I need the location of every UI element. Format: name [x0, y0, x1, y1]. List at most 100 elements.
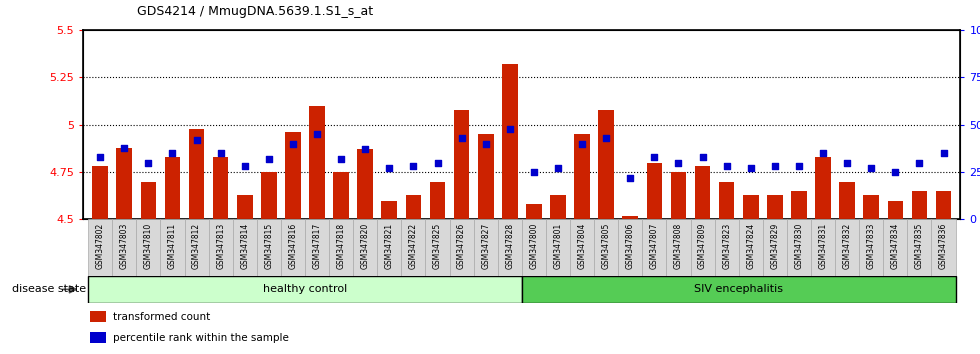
Text: GSM347832: GSM347832: [843, 222, 852, 269]
Point: [526, 169, 542, 175]
Point: [261, 156, 276, 162]
Bar: [622, 216, 638, 219]
Text: GSM347822: GSM347822: [409, 222, 417, 269]
Text: transformed count: transformed count: [113, 312, 211, 322]
Bar: [666, 219, 691, 278]
Bar: [285, 132, 301, 219]
Bar: [815, 157, 831, 219]
Text: GSM347804: GSM347804: [577, 222, 587, 269]
Bar: [550, 195, 565, 219]
Bar: [642, 219, 666, 278]
Bar: [691, 219, 714, 278]
Text: healthy control: healthy control: [263, 284, 347, 295]
Bar: [113, 219, 136, 278]
Point: [695, 154, 710, 160]
Point: [92, 154, 108, 160]
Point: [406, 164, 421, 169]
Bar: [88, 276, 521, 303]
Bar: [90, 332, 106, 343]
Point: [213, 150, 228, 156]
Bar: [140, 182, 156, 219]
Bar: [232, 219, 257, 278]
Bar: [521, 219, 546, 278]
Point: [285, 141, 301, 147]
Bar: [670, 172, 686, 219]
Point: [165, 150, 180, 156]
Bar: [647, 163, 662, 219]
Text: GSM347803: GSM347803: [120, 222, 128, 269]
Point: [622, 175, 638, 181]
Bar: [281, 219, 305, 278]
Point: [647, 154, 662, 160]
Point: [358, 147, 373, 152]
Text: GSM347823: GSM347823: [722, 222, 731, 269]
Point: [189, 137, 205, 143]
Text: GSM347812: GSM347812: [192, 222, 201, 269]
Point: [599, 135, 614, 141]
Bar: [570, 219, 594, 278]
Point: [936, 150, 952, 156]
Bar: [498, 219, 521, 278]
Text: disease state: disease state: [12, 284, 86, 294]
Text: GSM347810: GSM347810: [144, 222, 153, 269]
Text: GSM347825: GSM347825: [433, 222, 442, 269]
Bar: [329, 219, 353, 278]
Point: [237, 164, 253, 169]
Bar: [237, 195, 253, 219]
Text: GSM347826: GSM347826: [457, 222, 466, 269]
Text: GSM347821: GSM347821: [385, 222, 394, 269]
Point: [863, 166, 879, 171]
Text: GDS4214 / MmugDNA.5639.1.S1_s_at: GDS4214 / MmugDNA.5639.1.S1_s_at: [137, 5, 373, 18]
Bar: [213, 157, 228, 219]
Bar: [305, 219, 329, 278]
Text: GSM347827: GSM347827: [481, 222, 490, 269]
Bar: [618, 219, 642, 278]
Bar: [791, 191, 807, 219]
Bar: [257, 219, 281, 278]
Text: GSM347818: GSM347818: [336, 222, 346, 269]
Bar: [767, 195, 783, 219]
Bar: [811, 219, 835, 278]
Bar: [381, 201, 397, 219]
Bar: [478, 134, 494, 219]
Text: GSM347831: GSM347831: [818, 222, 827, 269]
Point: [454, 135, 469, 141]
Point: [670, 160, 686, 165]
Text: percentile rank within the sample: percentile rank within the sample: [113, 333, 289, 343]
Bar: [136, 219, 161, 278]
Bar: [189, 129, 205, 219]
Bar: [454, 110, 469, 219]
Bar: [92, 166, 108, 219]
Text: GSM347817: GSM347817: [313, 222, 321, 269]
Text: GSM347809: GSM347809: [698, 222, 708, 269]
Bar: [931, 219, 956, 278]
Text: GSM347820: GSM347820: [361, 222, 369, 269]
Text: GSM347835: GSM347835: [915, 222, 924, 269]
Text: GSM347807: GSM347807: [650, 222, 659, 269]
Point: [502, 126, 517, 131]
Text: GSM347830: GSM347830: [795, 222, 804, 269]
Point: [310, 131, 325, 137]
Bar: [526, 204, 542, 219]
Bar: [546, 219, 570, 278]
Bar: [839, 182, 855, 219]
Bar: [406, 195, 421, 219]
Bar: [429, 182, 445, 219]
Text: GSM347800: GSM347800: [529, 222, 538, 269]
Bar: [502, 64, 517, 219]
Point: [839, 160, 855, 165]
Bar: [117, 148, 132, 219]
Bar: [450, 219, 473, 278]
Bar: [377, 219, 402, 278]
Text: GSM347829: GSM347829: [770, 222, 779, 269]
Point: [117, 145, 132, 150]
Bar: [835, 219, 859, 278]
Bar: [594, 219, 618, 278]
Bar: [358, 149, 373, 219]
Bar: [425, 219, 450, 278]
Text: GSM347828: GSM347828: [506, 222, 514, 269]
Bar: [743, 195, 759, 219]
Text: GSM347836: GSM347836: [939, 222, 948, 269]
Bar: [402, 219, 425, 278]
Bar: [161, 219, 184, 278]
